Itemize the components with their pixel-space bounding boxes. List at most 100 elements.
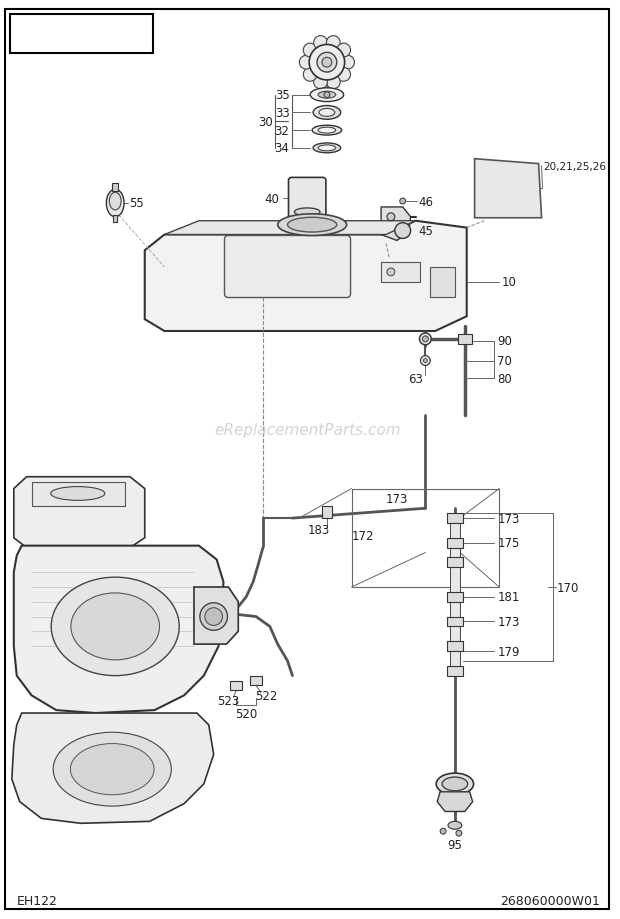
Bar <box>450 548 460 558</box>
Text: FIG. 600: FIG. 600 <box>16 22 146 50</box>
Polygon shape <box>144 221 467 332</box>
Ellipse shape <box>51 577 179 675</box>
Polygon shape <box>437 792 472 811</box>
Polygon shape <box>12 713 214 823</box>
Ellipse shape <box>318 92 336 99</box>
Bar <box>32 482 125 506</box>
Text: 46: 46 <box>418 196 433 209</box>
Bar <box>450 565 460 592</box>
Ellipse shape <box>318 128 336 134</box>
Ellipse shape <box>448 822 462 829</box>
Circle shape <box>303 68 317 82</box>
Bar <box>447 558 463 568</box>
Polygon shape <box>474 160 541 219</box>
Circle shape <box>324 93 330 98</box>
Circle shape <box>387 268 395 277</box>
Text: EH122: EH122 <box>17 893 58 907</box>
Bar <box>352 489 499 587</box>
Circle shape <box>341 56 355 70</box>
Polygon shape <box>14 477 144 548</box>
Text: 10: 10 <box>502 276 517 289</box>
Circle shape <box>420 357 430 366</box>
Circle shape <box>314 37 327 51</box>
Ellipse shape <box>51 487 105 501</box>
Bar <box>381 263 420 282</box>
Ellipse shape <box>436 773 474 795</box>
Circle shape <box>395 223 410 239</box>
Ellipse shape <box>310 89 343 102</box>
Bar <box>250 675 262 686</box>
Bar <box>322 506 332 518</box>
Text: 172: 172 <box>352 529 374 543</box>
Text: 181: 181 <box>497 591 520 604</box>
Circle shape <box>400 199 405 205</box>
Ellipse shape <box>278 215 347 236</box>
Bar <box>447 617 463 627</box>
Circle shape <box>317 53 337 73</box>
Text: 522: 522 <box>255 689 277 702</box>
Bar <box>231 681 242 691</box>
Polygon shape <box>164 221 415 235</box>
Bar <box>450 627 460 641</box>
Bar <box>447 539 463 548</box>
Text: 35: 35 <box>275 89 290 102</box>
Ellipse shape <box>313 143 341 153</box>
Ellipse shape <box>294 209 320 217</box>
Circle shape <box>326 37 340 51</box>
Bar <box>447 592 463 602</box>
Ellipse shape <box>319 109 335 118</box>
Text: 45: 45 <box>418 225 433 238</box>
Text: 30: 30 <box>258 116 273 129</box>
Circle shape <box>456 830 462 836</box>
Text: 20,21,25,26: 20,21,25,26 <box>544 162 606 171</box>
Bar <box>113 216 117 222</box>
Text: 179: 179 <box>497 645 520 658</box>
FancyBboxPatch shape <box>288 178 326 220</box>
Circle shape <box>337 44 350 58</box>
Polygon shape <box>194 587 238 644</box>
Text: 173: 173 <box>497 616 520 629</box>
Bar <box>450 602 460 617</box>
Text: 268060000W01: 268060000W01 <box>500 893 600 907</box>
Text: 175: 175 <box>497 537 520 550</box>
Bar <box>447 666 463 675</box>
Ellipse shape <box>205 608 223 626</box>
Ellipse shape <box>288 218 337 233</box>
Polygon shape <box>14 546 224 713</box>
Circle shape <box>420 334 432 346</box>
Text: 34: 34 <box>275 142 290 155</box>
Circle shape <box>337 68 350 82</box>
Ellipse shape <box>71 594 159 660</box>
Bar <box>450 524 460 539</box>
Text: 70: 70 <box>497 355 512 368</box>
Ellipse shape <box>71 743 154 795</box>
Text: 170: 170 <box>556 581 578 594</box>
Text: 520: 520 <box>235 707 257 720</box>
Circle shape <box>387 213 395 221</box>
Circle shape <box>322 58 332 68</box>
Ellipse shape <box>312 126 342 136</box>
Circle shape <box>326 76 340 90</box>
Polygon shape <box>381 208 410 241</box>
Text: 173: 173 <box>497 512 520 525</box>
Text: 33: 33 <box>275 107 290 119</box>
Text: 63: 63 <box>408 372 423 385</box>
Ellipse shape <box>109 193 121 210</box>
Ellipse shape <box>442 777 467 791</box>
Bar <box>10 15 153 54</box>
Circle shape <box>314 76 327 90</box>
Text: 40: 40 <box>265 192 280 205</box>
Circle shape <box>299 56 313 70</box>
Text: 183: 183 <box>308 524 330 537</box>
Text: 55: 55 <box>129 198 144 210</box>
Circle shape <box>422 336 428 343</box>
Text: eReplacementParts.com: eReplacementParts.com <box>214 423 401 437</box>
Bar <box>112 184 118 192</box>
Ellipse shape <box>200 603 228 630</box>
FancyBboxPatch shape <box>224 236 350 298</box>
Text: 173: 173 <box>386 493 409 505</box>
Bar <box>430 267 455 297</box>
Text: 523: 523 <box>218 694 239 707</box>
Circle shape <box>309 45 345 81</box>
Circle shape <box>303 44 317 58</box>
